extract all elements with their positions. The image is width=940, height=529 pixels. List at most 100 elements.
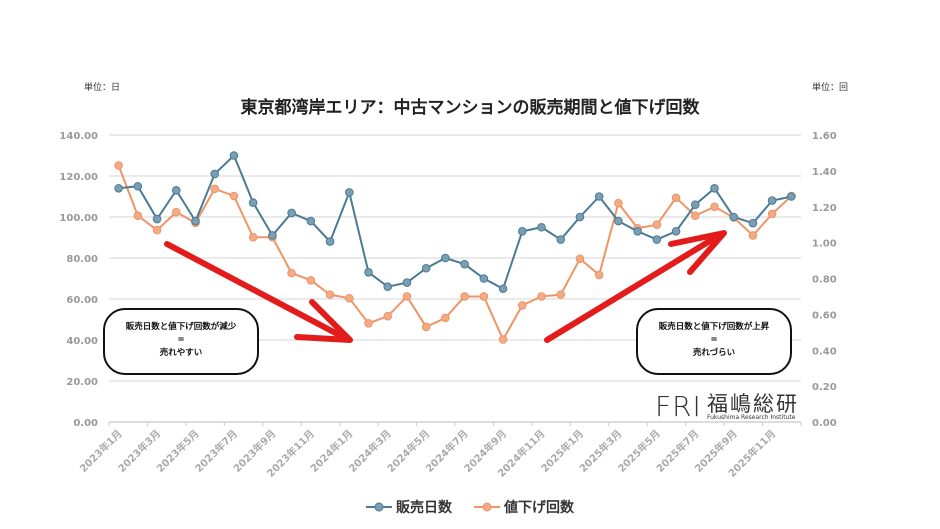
data-point-days (191, 216, 200, 226)
left-tick-label: 60.00 (66, 295, 98, 306)
data-point-price-cuts (441, 313, 450, 323)
data-point-days (325, 237, 335, 246)
trend-up-arrow-head (668, 230, 727, 275)
logo-sub: Fukushima Research Institute (707, 414, 796, 421)
data-point-days (441, 253, 450, 263)
data-point-days (710, 184, 719, 193)
data-point-price-cuts (748, 231, 758, 240)
data-point-days (344, 188, 354, 197)
data-point-days (671, 227, 681, 236)
legend-label-days: 販売日数 (396, 500, 452, 516)
data-point-days (248, 198, 258, 207)
data-point-price-cuts (171, 207, 181, 217)
data-point-days (114, 184, 123, 193)
data-point-price-cuts (306, 275, 316, 285)
annotation-decrease: 販売日数と値下げ回数が減少 = 売れやすい (103, 308, 259, 375)
data-point-price-cuts (152, 225, 162, 235)
fri-logo: FRI 福嶋総研 Fukushima Research Institute (655, 390, 805, 424)
legend-label-price-cuts: 値下げ回数 (504, 500, 574, 516)
data-point-days (171, 186, 181, 195)
data-point-days (460, 259, 469, 269)
data-point-days (479, 274, 489, 283)
data-point-days (229, 151, 239, 160)
legend-item-price-cuts: 値下げ回数 (474, 497, 574, 517)
data-point-days (268, 231, 277, 240)
data-point-price-cuts (517, 301, 527, 310)
data-point-days (729, 212, 739, 222)
data-point-days (383, 282, 393, 292)
data-point-price-cuts (325, 290, 335, 299)
right-tick-label: 1.00 (812, 239, 837, 250)
logo-mark: FRI (655, 390, 702, 423)
data-point-price-cuts (767, 209, 777, 219)
data-point-price-cuts (210, 184, 220, 194)
data-point-price-cuts (421, 322, 431, 332)
data-point-days (690, 200, 700, 209)
data-point-days (421, 263, 431, 273)
annotation-increase: 販売日数と値下げ回数が上昇 = 売れづらい (636, 308, 792, 375)
left-tick-label: 20.00 (66, 377, 98, 388)
data-point-days (287, 208, 296, 218)
right-tick-label: 0.60 (812, 310, 837, 321)
data-point-price-cuts (575, 254, 585, 264)
data-point-days (767, 196, 777, 205)
right-tick-label: 0.80 (812, 275, 837, 286)
right-tick-label: 1.60 (812, 131, 837, 142)
right-tick-label: 0.40 (812, 346, 837, 357)
trend-down-arrow-shaft (164, 241, 348, 341)
left-tick-label: 140.00 (59, 131, 98, 142)
series-line-days (118, 153, 792, 291)
data-point-days (787, 192, 796, 201)
left-tick-label: 120.00 (59, 172, 98, 183)
legend-item-days: 販売日数 (366, 497, 452, 517)
annotation-increase-line2: = (710, 335, 718, 345)
data-point-days (364, 268, 373, 277)
legend-marker-days (366, 502, 392, 512)
data-point-price-cuts (402, 292, 412, 301)
data-point-days (537, 222, 546, 232)
data-point-price-cuts (479, 292, 489, 301)
data-point-price-cuts (344, 293, 354, 303)
data-point-price-cuts (710, 202, 719, 212)
data-point-price-cuts (133, 211, 143, 221)
trend-down-arrow-head (294, 299, 353, 343)
trend-up-arrow-shaft (544, 233, 721, 343)
annotation-decrease-line3: 売れやすい (159, 348, 203, 358)
data-point-days (556, 235, 566, 244)
data-point-days (633, 227, 642, 236)
left-tick-label: 40.00 (66, 336, 98, 347)
data-point-days (594, 192, 604, 201)
data-point-days (133, 181, 143, 191)
data-point-price-cuts (229, 191, 239, 201)
right-tick-label: 1.40 (812, 167, 837, 178)
left-tick-label: 100.00 (59, 213, 98, 224)
data-point-price-cuts (383, 311, 393, 321)
data-point-price-cuts (614, 198, 623, 208)
data-point-price-cuts (498, 335, 508, 344)
data-point-days (306, 216, 316, 226)
data-point-price-cuts (460, 292, 469, 301)
data-point-days (498, 284, 508, 294)
data-point-price-cuts (594, 270, 604, 280)
data-point-days (748, 218, 758, 228)
data-point-days (402, 278, 412, 287)
legend-marker-price-cuts (474, 502, 500, 512)
right-tick-label: 0.20 (812, 382, 837, 393)
annotation-increase-line1: 販売日数と値下げ回数が上昇 (658, 322, 770, 332)
left-axis-unit: 単位：日 (84, 83, 121, 93)
data-point-price-cuts (652, 220, 662, 229)
data-point-price-cuts (690, 211, 700, 221)
data-point-price-cuts (248, 232, 258, 242)
data-point-price-cuts (537, 292, 546, 301)
right-tick-label: 0.00 (812, 418, 837, 429)
data-point-price-cuts (287, 268, 296, 278)
annotation-decrease-line2: = (177, 335, 185, 345)
right-tick-label: 1.20 (812, 203, 837, 214)
annotation-increase-line3: 売れづらい (692, 348, 736, 358)
left-tick-label: 80.00 (66, 254, 98, 265)
data-point-price-cuts (556, 290, 566, 299)
data-point-days (210, 169, 220, 179)
data-point-days (652, 235, 662, 244)
data-point-days (517, 227, 527, 236)
